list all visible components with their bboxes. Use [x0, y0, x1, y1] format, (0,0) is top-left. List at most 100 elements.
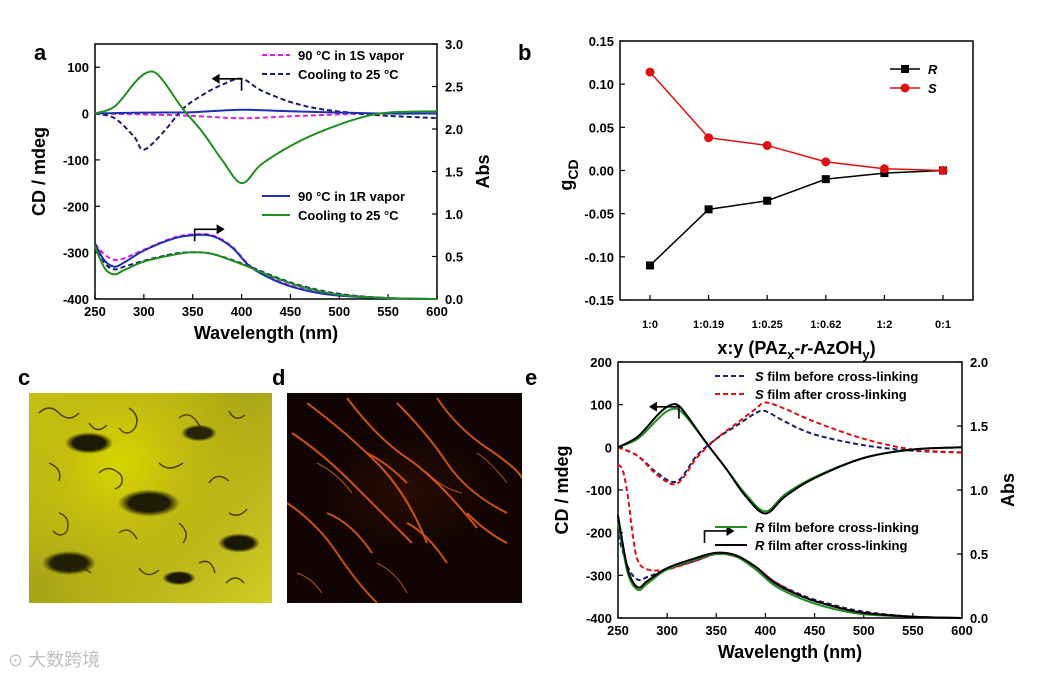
- legend-label: Cooling to 25 °C: [298, 208, 399, 223]
- x-axis-label: Wavelength (nm): [718, 642, 862, 662]
- x-tick-label: 400: [755, 623, 777, 638]
- micrograph-c: [29, 393, 272, 603]
- legend-label: 90 °C in 1S vapor: [298, 48, 404, 63]
- x-tick-label: 250: [607, 623, 629, 638]
- legend-marker: [900, 83, 910, 93]
- data-point: [704, 133, 714, 143]
- arrow-head: [726, 525, 735, 536]
- y-tick-label: -400: [586, 611, 612, 626]
- x-tick-label: 1:0.62: [810, 319, 841, 331]
- x-tick-label: 1:0: [642, 319, 658, 331]
- data-point: [704, 205, 713, 214]
- chart-b: 0.15 0.10 0.05 0.00 -0.05 -0.10 -0.15 1:0 1:0.19…: [556, 34, 974, 362]
- legend-label-rest: film after cross-linking: [764, 538, 907, 553]
- micrograph-d-texture: [287, 397, 522, 603]
- y-tick-label: -300: [586, 568, 612, 583]
- legend-label-italic: S: [755, 387, 764, 402]
- series-line: [617, 401, 963, 486]
- y-axis-label: CD / mdeg: [29, 127, 49, 216]
- y-axis-label: CD / mdeg: [552, 445, 572, 534]
- chart-e: 250 300 350 400 450 500 550 600 200 100 0 -100 -200 -…: [552, 355, 1018, 662]
- x-tick-label: 550: [377, 304, 399, 319]
- x-tick-label: 300: [133, 304, 155, 319]
- data-point: [646, 261, 654, 270]
- series-line: [94, 233, 438, 300]
- y-tick-label: -300: [63, 246, 89, 261]
- y-tick-label: 0: [82, 107, 89, 122]
- y-tick-label: -100: [63, 153, 89, 168]
- arrow-head: [216, 224, 225, 235]
- y2-tick-label: 1.0: [970, 483, 988, 498]
- x-tick-label: 400: [231, 304, 253, 319]
- data-point: [763, 196, 772, 205]
- y2-tick-label: 2.5: [445, 80, 463, 95]
- y2-tick-label: 1.5: [970, 419, 988, 434]
- x-axis-label-part: r: [800, 338, 808, 358]
- y2-tick-label: 0.5: [445, 250, 463, 265]
- legend-label-rest: film before cross-linking: [764, 520, 919, 535]
- legend-label: 90 °C in 1R vapor: [298, 189, 405, 204]
- y2-tick-label: 0.0: [970, 611, 988, 626]
- x-axis-label-part: -AzOH: [807, 338, 862, 358]
- y-tick-label: 100: [67, 60, 89, 75]
- x-axis-label-part: -: [794, 338, 800, 358]
- series-line: [617, 407, 963, 513]
- x-tick-label: 350: [705, 623, 727, 638]
- legend-label: R: [928, 62, 938, 77]
- y-tick-label: -0.05: [584, 207, 614, 222]
- x-tick-label: 350: [182, 304, 204, 319]
- y-tick-label: 100: [590, 398, 612, 413]
- y-tick-label: 0: [605, 440, 612, 455]
- x-tick-label: 600: [426, 304, 448, 319]
- x-tick-label: 550: [902, 623, 924, 638]
- y-tick-label: -0.15: [584, 293, 614, 308]
- series-line: [617, 409, 963, 484]
- y-tick-label: -200: [586, 526, 612, 541]
- panel-label-a: a: [34, 40, 47, 65]
- x-axis-label-part: x:y (PAz: [717, 338, 787, 358]
- series-line: [94, 70, 438, 185]
- x-tick-label: 450: [804, 623, 826, 638]
- y-tick-label: -0.10: [584, 250, 614, 265]
- data-point: [938, 166, 948, 175]
- legend-label-italic: R: [755, 520, 765, 535]
- panel-label-d: d: [272, 365, 285, 390]
- watermark-icon: ⊙: [8, 650, 24, 670]
- legend-label-italic: S: [755, 369, 764, 384]
- y-axis-label-main: g: [556, 180, 576, 191]
- data-point: [821, 157, 831, 167]
- arrow-indicator: [656, 406, 680, 419]
- y-axis-label-sub: CD: [565, 159, 581, 179]
- x-tick-label: 1:2: [876, 319, 892, 331]
- y2-tick-label: 0.5: [970, 547, 988, 562]
- legend-label: R film before cross-linking: [755, 520, 919, 535]
- y-tick-label: -100: [586, 483, 612, 498]
- x-tick-label: 500: [328, 304, 350, 319]
- series-line: [649, 71, 944, 172]
- panel-label-b: b: [518, 40, 531, 65]
- chart-a: 250 300 350 400 450 500 550 600 100 0 -100 -200 -300…: [29, 37, 493, 343]
- legend-label-rest: film after cross-linking: [764, 387, 907, 402]
- y-tick-label: 0.15: [589, 34, 614, 49]
- y-axis-label: gCD: [556, 159, 581, 190]
- y2-tick-label: 3.0: [445, 37, 463, 52]
- y-tick-label: -200: [63, 199, 89, 214]
- x-tick-label: 500: [853, 623, 875, 638]
- x-tick-label: 600: [951, 623, 973, 638]
- series-line: [94, 243, 438, 300]
- legend-label: S film after cross-linking: [755, 387, 907, 402]
- x-tick-label: 450: [280, 304, 302, 319]
- legend-marker: [901, 65, 909, 73]
- legend-label: Cooling to 25 °C: [298, 67, 399, 82]
- y2-tick-label: 1.0: [445, 207, 463, 222]
- data-point: [645, 67, 655, 77]
- series-line: [94, 245, 438, 300]
- arrow-head: [648, 401, 657, 412]
- data-point: [879, 164, 889, 174]
- watermark-logo: ⊙ 大数跨境: [8, 646, 100, 672]
- x-tick-label: 300: [656, 623, 678, 638]
- legend-label-italic: R: [755, 538, 765, 553]
- y2-tick-label: 2.0: [970, 355, 988, 370]
- micrograph-c-texture: [38, 407, 248, 584]
